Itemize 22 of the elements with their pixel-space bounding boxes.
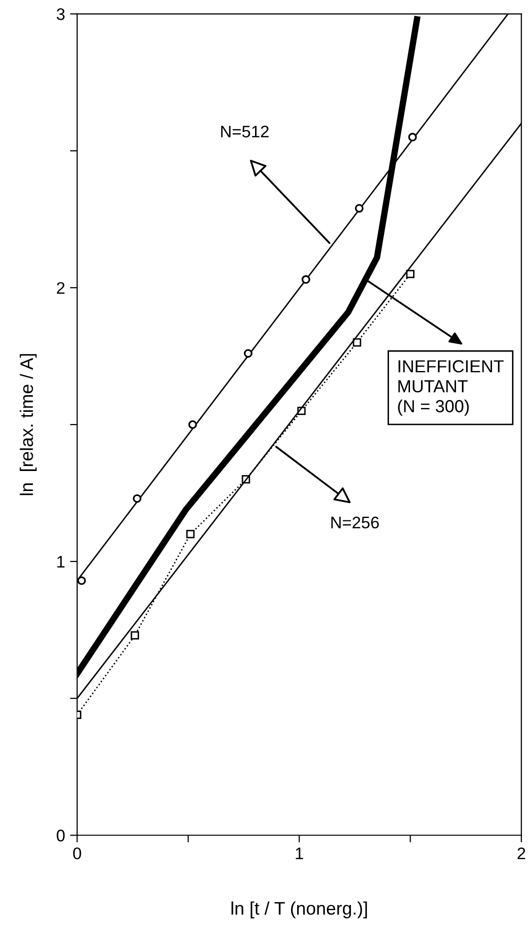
annotation: INEFFICIENT MUTANT (N = 300) <box>398 360 504 416</box>
y-axis-title: ln [relax. time / A] <box>20 354 37 496</box>
point <box>302 275 310 284</box>
point <box>188 420 197 429</box>
y-tick-label: 1 <box>57 556 65 568</box>
y-tick-label: 2 <box>56 282 64 294</box>
point <box>186 530 195 538</box>
x-tick-label: 0 <box>73 848 82 860</box>
point <box>244 349 252 358</box>
y-tick-label: 3 <box>56 8 65 20</box>
annotation: N=512 <box>221 126 269 138</box>
point <box>132 494 142 503</box>
annotation: N=256 <box>331 516 379 528</box>
point <box>406 270 414 278</box>
x-axis-title: ln [t / T (nonerg.)] <box>232 901 367 918</box>
y-tick-label: 0 <box>56 830 65 842</box>
point <box>130 631 140 640</box>
x-tick-label: 1 <box>296 848 304 860</box>
point <box>408 132 417 142</box>
point <box>354 204 364 213</box>
x-tick-label: 2 <box>518 848 526 860</box>
point <box>77 576 86 585</box>
